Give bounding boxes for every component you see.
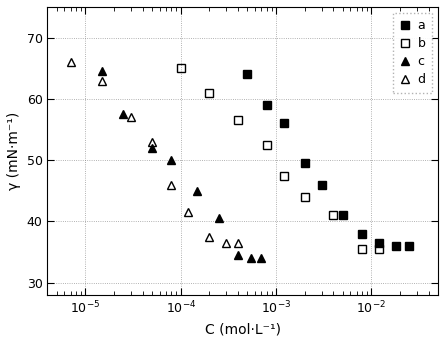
b bbox=[264, 143, 270, 147]
c bbox=[249, 256, 254, 260]
b bbox=[235, 118, 241, 122]
Legend: a, b, c, d: a, b, c, d bbox=[392, 13, 432, 93]
d bbox=[207, 235, 212, 239]
a bbox=[245, 72, 250, 76]
a bbox=[281, 121, 286, 126]
a bbox=[319, 182, 324, 187]
b bbox=[376, 247, 382, 251]
a bbox=[340, 213, 345, 217]
c bbox=[259, 256, 264, 260]
Line: d: d bbox=[66, 58, 242, 247]
c bbox=[99, 69, 105, 73]
d bbox=[235, 241, 241, 245]
c bbox=[195, 189, 200, 193]
d bbox=[68, 60, 73, 64]
b bbox=[331, 213, 336, 217]
Line: a: a bbox=[243, 70, 413, 250]
b bbox=[360, 247, 365, 251]
a bbox=[393, 244, 398, 248]
d bbox=[169, 182, 174, 187]
Y-axis label: γ (mN·m⁻¹): γ (mN·m⁻¹) bbox=[7, 112, 21, 190]
b bbox=[281, 174, 286, 178]
d bbox=[186, 210, 191, 214]
a bbox=[264, 103, 270, 107]
c bbox=[169, 158, 174, 162]
X-axis label: C (mol·L⁻¹): C (mol·L⁻¹) bbox=[205, 322, 281, 336]
b bbox=[302, 195, 307, 199]
d bbox=[223, 241, 229, 245]
c bbox=[149, 146, 154, 150]
Line: b: b bbox=[177, 64, 383, 253]
c bbox=[121, 112, 126, 116]
d bbox=[99, 79, 105, 83]
d bbox=[149, 140, 154, 144]
a bbox=[302, 161, 307, 165]
b bbox=[178, 66, 183, 70]
b bbox=[207, 91, 212, 95]
d bbox=[128, 115, 134, 119]
a bbox=[407, 244, 412, 248]
c bbox=[216, 216, 221, 221]
Line: c: c bbox=[98, 67, 265, 262]
c bbox=[235, 253, 241, 257]
a bbox=[360, 232, 365, 236]
a bbox=[376, 241, 382, 245]
